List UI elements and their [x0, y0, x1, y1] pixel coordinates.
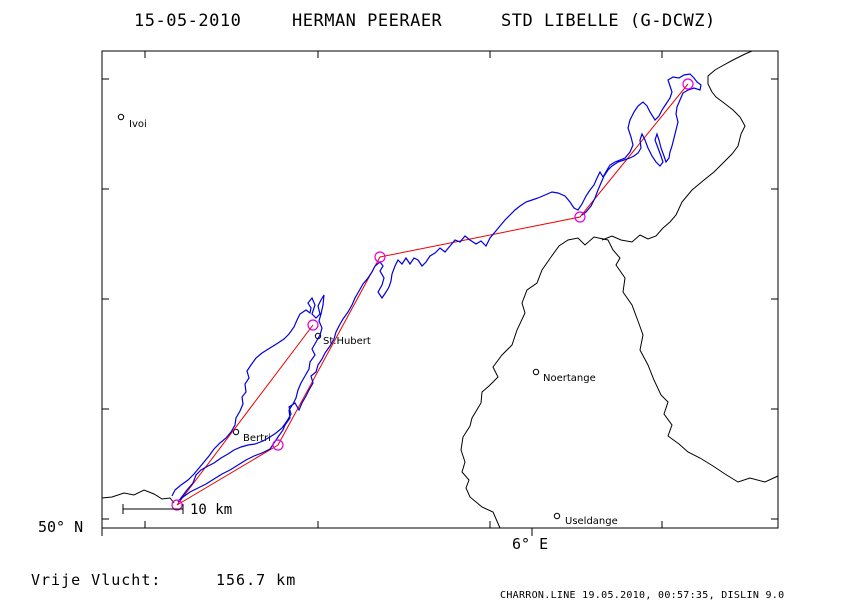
task-route [176, 83, 689, 506]
town-useldange: Useldange [553, 512, 618, 527]
border-germany [601, 50, 753, 243]
turnpoint-2 [272, 439, 284, 451]
turnpoint-3 [374, 251, 386, 263]
town-noertange: Noertange [532, 368, 596, 384]
border-southwest [101, 489, 175, 504]
axis-ticks [102, 51, 778, 528]
pilot-name: HERMAN PEERAER [292, 11, 443, 31]
turnpoint-1 [307, 319, 319, 331]
map-frame [101, 50, 779, 529]
town-ivoi: Ivoi [117, 113, 147, 130]
glider-name: STD LIBELLE (G-DCWZ) [501, 11, 716, 31]
turnpoints [171, 78, 694, 511]
town-st-hubert: St.Hubert [314, 332, 371, 347]
country-borders [101, 50, 779, 529]
turnpoint-start [171, 499, 183, 511]
town-bertri: Bertri [232, 428, 271, 444]
town-label: St.Hubert [323, 336, 371, 347]
distance-label: Vrije Vlucht: [31, 571, 161, 589]
turnpoint-finish [682, 78, 694, 90]
longitude-label: 6° E [512, 535, 548, 553]
towns: Ivoi St.Hubert Bertri Noertange Useldang… [117, 113, 618, 527]
turnpoint-4 [574, 211, 586, 223]
town-label: Ivoi [129, 119, 147, 130]
town-label: Bertri [243, 433, 271, 444]
latitude-label: 50° N [38, 518, 83, 536]
scale-bar [122, 504, 184, 514]
scale-bar-label: 10 km [190, 502, 232, 518]
border-luxembourg [460, 236, 779, 529]
distance-value: 156.7 km [216, 571, 296, 589]
town-label: Noertange [543, 373, 596, 384]
footer-info: CHARRON.LINE 19.05.2010, 00:57:35, DISLI… [500, 590, 784, 601]
town-label: Useldange [565, 516, 618, 527]
flight-date: 15-05-2010 [134, 11, 241, 31]
gps-track [171, 73, 702, 503]
